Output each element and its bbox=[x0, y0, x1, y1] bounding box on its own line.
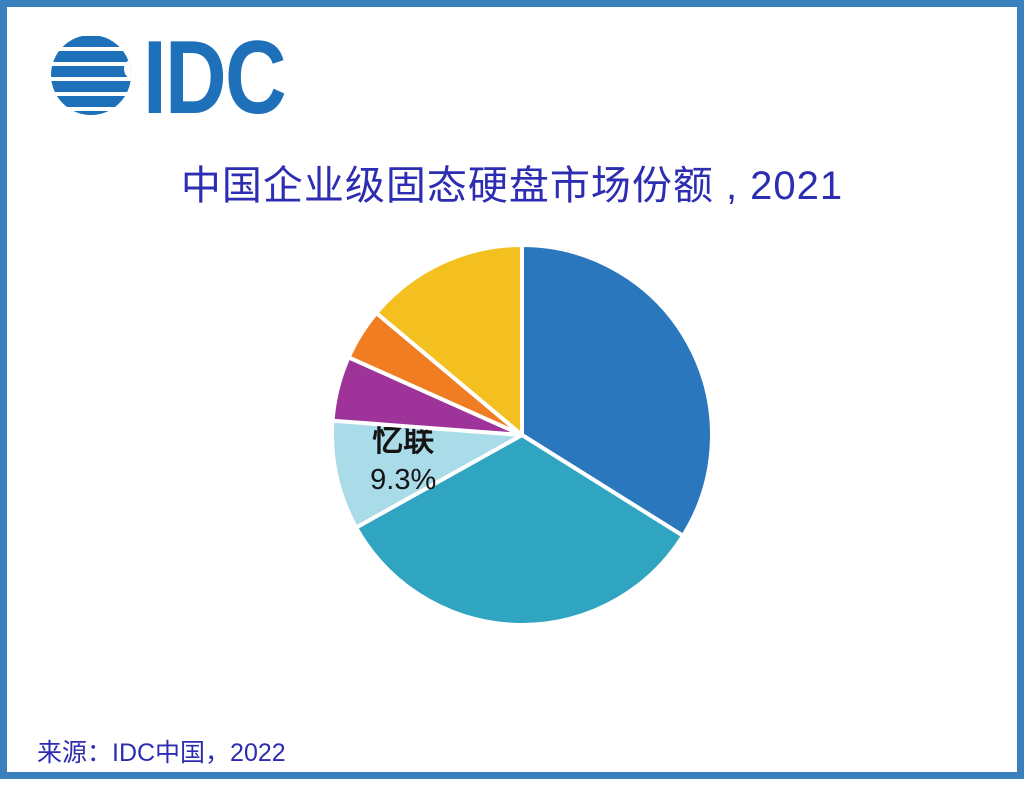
source-caption: 来源：IDC中国，2022 bbox=[37, 739, 286, 767]
idc-logo: IDC bbox=[51, 33, 291, 117]
pie-slice-3 bbox=[330, 418, 524, 530]
idc-logo-text: IDC bbox=[143, 33, 285, 117]
chart-title: 中国企业级固态硬盘市场份额 , 2021 bbox=[180, 164, 844, 208]
pie-chart: 忆联 9.3% bbox=[330, 243, 714, 628]
idc-logo-graphic: IDC bbox=[51, 33, 287, 117]
pie-slice-6 bbox=[374, 243, 524, 437]
